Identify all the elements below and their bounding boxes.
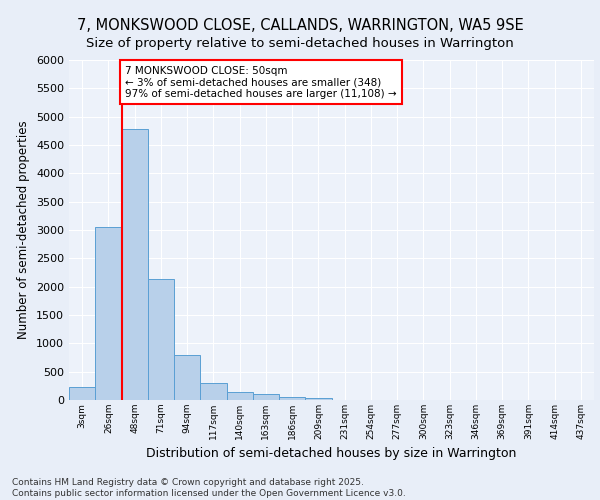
Bar — [174, 355, 200, 400]
Text: 7, MONKSWOOD CLOSE, CALLANDS, WARRINGTON, WA5 9SE: 7, MONKSWOOD CLOSE, CALLANDS, WARRINGTON… — [77, 18, 523, 32]
Text: Size of property relative to semi-detached houses in Warrington: Size of property relative to semi-detach… — [86, 38, 514, 51]
Y-axis label: Number of semi-detached properties: Number of semi-detached properties — [17, 120, 31, 340]
Bar — [200, 383, 227, 400]
Bar — [305, 398, 331, 400]
Text: 7 MONKSWOOD CLOSE: 50sqm
← 3% of semi-detached houses are smaller (348)
97% of s: 7 MONKSWOOD CLOSE: 50sqm ← 3% of semi-de… — [125, 66, 397, 99]
Text: Contains HM Land Registry data © Crown copyright and database right 2025.
Contai: Contains HM Land Registry data © Crown c… — [12, 478, 406, 498]
Bar — [253, 394, 279, 400]
Bar — [279, 397, 305, 400]
Bar — [148, 280, 174, 400]
X-axis label: Distribution of semi-detached houses by size in Warrington: Distribution of semi-detached houses by … — [146, 448, 517, 460]
Bar — [121, 128, 148, 400]
Bar — [69, 387, 95, 400]
Bar — [95, 226, 121, 400]
Bar — [227, 392, 253, 400]
